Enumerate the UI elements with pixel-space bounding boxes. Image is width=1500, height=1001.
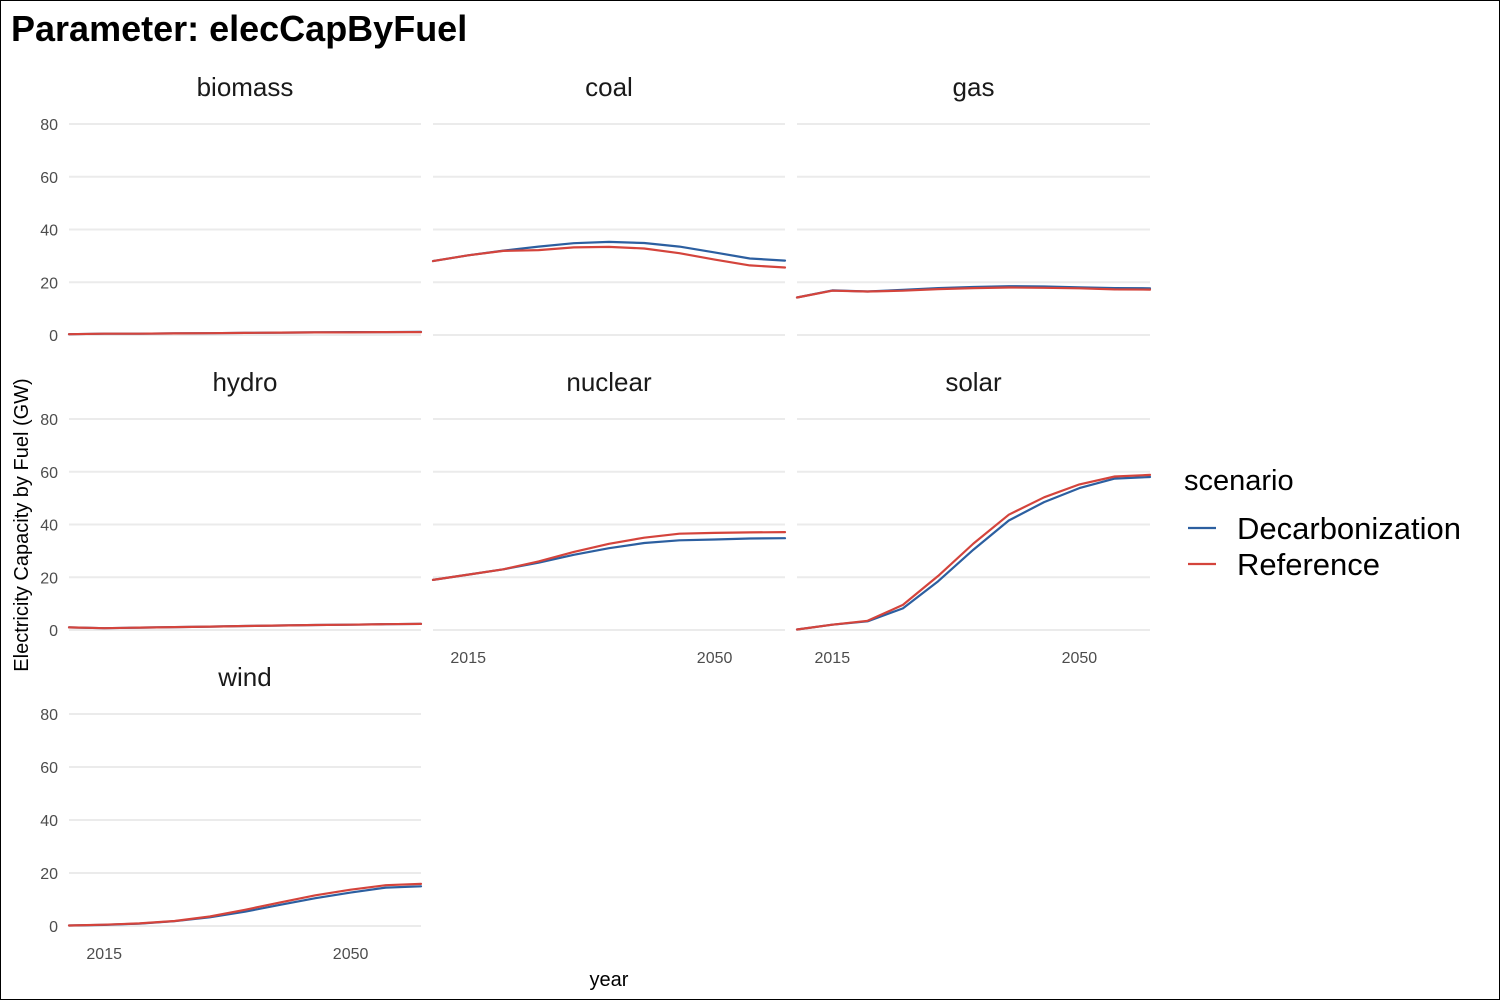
y-tick-label: 60 xyxy=(40,170,58,187)
facet-label-gas: gas xyxy=(953,72,995,102)
legend-label-decarbonization: Decarbonization xyxy=(1237,511,1461,546)
x-tick-label: 2015 xyxy=(815,650,851,667)
facet-solar: solar xyxy=(795,367,1152,631)
y-tick-label: 20 xyxy=(40,275,58,292)
y-tick-label: 80 xyxy=(40,707,58,724)
y-tick-label: 40 xyxy=(40,518,58,535)
facet-label-biomass: biomass xyxy=(197,72,294,102)
series-line-coal-decarbonization xyxy=(431,240,787,263)
y-tick-label: 0 xyxy=(49,328,58,345)
y-tick-label: 0 xyxy=(49,919,58,936)
facet-label-hydro: hydro xyxy=(212,367,277,397)
facet-label-nuclear: nuclear xyxy=(566,367,652,397)
legend-title: scenario xyxy=(1184,465,1294,497)
facet-hydro: hydro xyxy=(67,367,423,631)
legend-label-reference: Reference xyxy=(1237,547,1380,582)
series-line-hydro-reference xyxy=(67,622,423,630)
facet-label-coal: coal xyxy=(585,72,633,102)
y-axis-title: Electricity Capacity by Fuel (GW) xyxy=(11,378,33,671)
y-tick-label: 20 xyxy=(40,866,58,883)
y-tick-label: 0 xyxy=(49,623,58,640)
x-tick-label: 2050 xyxy=(1062,650,1098,667)
x-axis-title: year xyxy=(590,969,629,991)
chart-title: Parameter: elecCapByFuel xyxy=(11,8,467,49)
facet-label-wind: wind xyxy=(217,662,271,692)
x-tick-label: 2015 xyxy=(450,650,486,667)
facet-label-solar: solar xyxy=(945,367,1002,397)
facet-gas: gas xyxy=(795,72,1152,336)
y-tick-label: 80 xyxy=(40,117,58,134)
y-tick-label: 40 xyxy=(40,223,58,240)
facet-coal: coal xyxy=(431,72,787,336)
y-tick-label: 40 xyxy=(40,813,58,830)
series-line-gas-reference xyxy=(795,286,1152,299)
y-tick-label: 20 xyxy=(40,570,58,587)
facet-panels: biomass coal gas hydro nuclear solar wind xyxy=(67,72,1152,927)
y-tick-label: 60 xyxy=(40,760,58,777)
series-line-solar-decarbonization xyxy=(795,475,1152,631)
series-line-solar-reference xyxy=(795,473,1152,631)
x-tick-label: 2050 xyxy=(697,650,733,667)
series-line-wind-decarbonization xyxy=(67,885,423,927)
facet-biomass: biomass xyxy=(67,72,423,336)
y-axis-ticks: 0 20 40 60 80 0 20 40 60 80 0 20 40 60 80 xyxy=(40,117,58,936)
facet-wind: wind xyxy=(67,662,423,927)
series-line-nuclear-reference xyxy=(431,530,787,582)
x-tick-label: 2015 xyxy=(86,946,122,963)
y-tick-label: 60 xyxy=(40,465,58,482)
facet-nuclear: nuclear xyxy=(431,367,787,631)
y-tick-label: 80 xyxy=(40,412,58,429)
x-tick-label: 2050 xyxy=(333,946,369,963)
series-line-coal-reference xyxy=(431,245,787,269)
series-line-wind-reference xyxy=(67,882,423,927)
x-axis-ticks: 2015 2050 2015 2050 2015 2050 xyxy=(86,650,1097,963)
series-line-biomass-reference xyxy=(67,331,423,336)
